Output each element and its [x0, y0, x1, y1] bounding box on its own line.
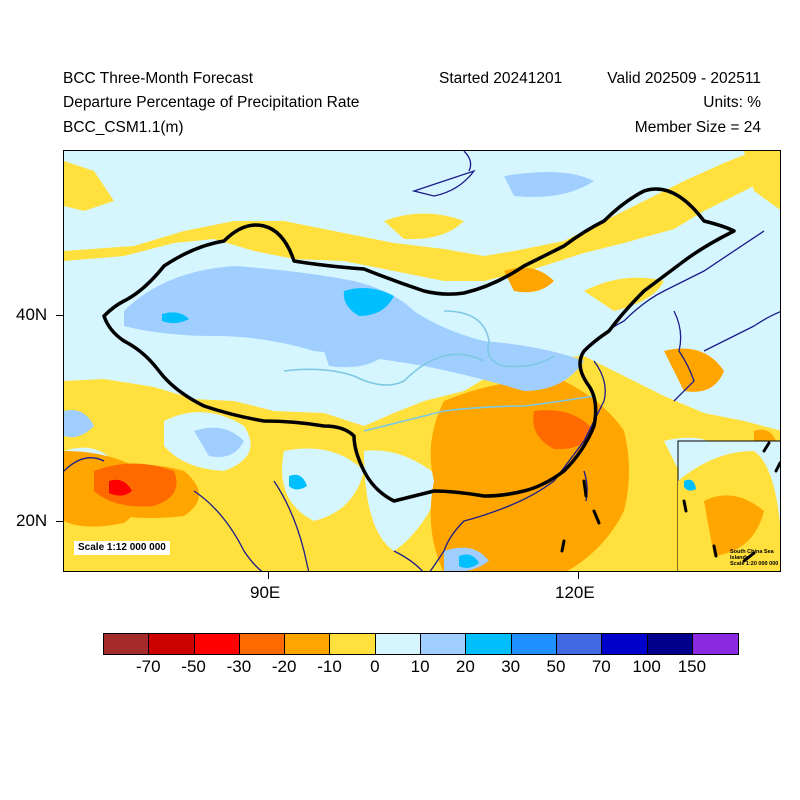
- colorbar-label: -20: [271, 657, 297, 676]
- colorbar-box: [104, 634, 150, 654]
- colorbar-box: [239, 634, 286, 654]
- map-canvas: [64, 151, 780, 571]
- colorbar-label: -50: [181, 657, 206, 676]
- lon-tick-120e: [578, 572, 579, 579]
- colorbar-box: [375, 634, 422, 654]
- colorbar: [103, 633, 740, 655]
- lon-label-90e: 90E: [250, 583, 281, 602]
- colorbar-label: -10: [317, 657, 342, 676]
- colorbar-label: 100: [632, 657, 661, 676]
- lon-tick-90e: [268, 572, 269, 579]
- contour-band-neg50: [109, 479, 132, 496]
- china-border: [102, 187, 736, 503]
- colorbar-box: [556, 634, 603, 654]
- colorbar-box: [647, 634, 693, 654]
- colorbar-box: [285, 634, 331, 654]
- contour-band-20: [162, 287, 479, 568]
- lat-label-40n: 40N: [16, 305, 48, 324]
- colorbar-box: [692, 634, 739, 654]
- colorbar-box: [602, 634, 648, 654]
- inset-legend: South China Sea Islands Scale 1:20 000 0…: [730, 549, 778, 567]
- lat-tick-40n: [56, 315, 63, 316]
- member-size: Member Size = 24: [634, 119, 761, 136]
- colorbar-label: 0: [370, 657, 380, 676]
- colorbar-label: 70: [591, 657, 611, 676]
- chart-subtitle: Departure Percentage of Precipitation Ra…: [63, 94, 360, 111]
- colorbar-box: [511, 634, 557, 654]
- colorbar-label: -70: [136, 657, 161, 676]
- contour-band-neg30: [94, 410, 594, 507]
- colorbar-box: [421, 634, 467, 654]
- colorbar-label: 20: [455, 657, 475, 676]
- inset-title: South China Sea Islands: [730, 549, 774, 561]
- model-name: BCC_CSM1.1(m): [63, 119, 184, 136]
- colorbar-box: [330, 634, 376, 654]
- colorbar-label: 150: [677, 657, 707, 676]
- inset-islands: [560, 441, 780, 563]
- colorbar-label: 50: [546, 657, 566, 676]
- colorbar-box: [149, 634, 195, 654]
- start-date: Started 20241201: [439, 70, 563, 87]
- colorbar-box: [194, 634, 240, 654]
- chart-title: BCC Three-Month Forecast: [63, 70, 254, 87]
- scale-label: Scale 1:12 000 000: [74, 541, 170, 555]
- lat-label-20n: 20N: [16, 511, 48, 530]
- inset-scale: Scale 1:20 000 000: [730, 561, 779, 567]
- lat-tick-20n: [56, 521, 63, 522]
- colorbar-label: 30: [501, 657, 521, 676]
- units-label: Units: %: [703, 94, 761, 111]
- precipitation-map: [63, 150, 781, 572]
- lon-label-120e: 120E: [555, 583, 595, 602]
- valid-period: Valid 202509 - 202511: [607, 70, 761, 87]
- colorbar-label: 10: [410, 657, 430, 676]
- colorbar-box: [466, 634, 512, 654]
- colorbar-label: -30: [226, 657, 252, 676]
- rivers: [283, 310, 595, 432]
